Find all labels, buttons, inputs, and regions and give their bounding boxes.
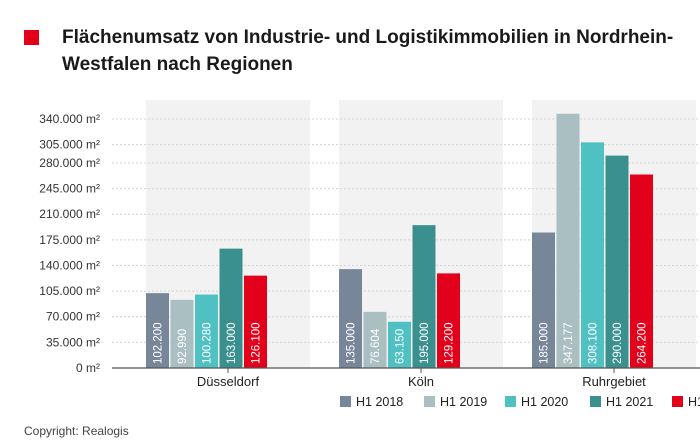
- bar-h1-2018: [532, 232, 555, 368]
- bar-value-label: 195.000: [419, 322, 431, 364]
- chart-area: 0 m² 35.000 m² 70.000 m² 105.000 m² 140.000 …: [0, 100, 700, 420]
- y-tick-label: 340.000 m²: [39, 112, 100, 126]
- legend-swatch: [340, 396, 351, 407]
- bar-value-label: 290.000: [612, 322, 624, 364]
- bar-value-label: 129.200: [444, 322, 456, 364]
- y-tick-label: 0 m²: [76, 361, 100, 375]
- y-tick-label: 70.000 m²: [46, 310, 100, 324]
- bar-value-label: 126.100: [251, 322, 263, 364]
- bar-value-label: 308.100: [588, 322, 600, 364]
- bar-value-label: 347.177: [563, 322, 575, 364]
- bar-h1-2019: [170, 299, 194, 368]
- legend-label: H1 2018: [356, 395, 403, 409]
- legend-swatch: [424, 396, 435, 407]
- x-category-label: Düsseldorf: [197, 374, 260, 389]
- legend-swatch: [590, 396, 601, 407]
- title-marker: [24, 30, 39, 45]
- chart-title: Flächenumsatz von Industrie- und Logisti…: [62, 27, 674, 75]
- bar-value-label: 102.200: [153, 322, 165, 364]
- y-tick-label: 105.000 m²: [39, 284, 100, 298]
- legend-label: H1 2: [688, 395, 700, 409]
- copyright-text: Copyright: Realogis: [24, 424, 129, 438]
- bar-h1-2022: [244, 275, 267, 368]
- y-tick-label: 305.000 m²: [39, 138, 100, 152]
- bar-value-label: 135.000: [346, 322, 358, 364]
- y-tick-label: 35.000 m²: [46, 335, 100, 349]
- legend-label: H1 2021: [606, 395, 653, 409]
- bar-h1-2020: [581, 142, 604, 368]
- bar-value-label: 63.150: [395, 329, 407, 364]
- bar-h1-2020: [195, 294, 218, 368]
- bar-value-label: 92.990: [177, 329, 189, 364]
- y-tick-label: 245.000 m²: [39, 182, 100, 196]
- x-category-label: Ruhrgebiet: [582, 374, 646, 389]
- bar-h1-2022: [630, 174, 653, 368]
- x-category-label: Köln: [408, 374, 434, 389]
- bar-value-label: 264.200: [637, 322, 649, 364]
- y-tick-label: 210.000 m²: [39, 207, 100, 221]
- bar-h1-2018: [339, 269, 362, 368]
- y-tick-label: 280.000 m²: [39, 156, 100, 170]
- bar-h1-2019: [556, 113, 580, 369]
- legend-label: H1 2020: [521, 395, 568, 409]
- bar-h1-2018: [146, 293, 169, 368]
- legend-swatch: [505, 396, 516, 407]
- bar-value-label: 163.000: [226, 322, 238, 364]
- bar-value-label: 76.604: [370, 328, 382, 364]
- bar-chart: 0 m² 35.000 m² 70.000 m² 105.000 m² 140.000 …: [39, 100, 700, 409]
- bar-h1-2021: [219, 248, 243, 368]
- bar-value-label: 100.280: [202, 322, 214, 364]
- legend-swatch: [672, 396, 683, 407]
- y-tick-label: 140.000 m²: [39, 258, 100, 272]
- bar-h1-2019: [363, 311, 387, 368]
- bar-h1-2022: [437, 273, 460, 368]
- bar-h1-2021: [412, 225, 436, 368]
- bar-value-label: 185.000: [539, 322, 551, 364]
- bar-h1-2020: [388, 321, 411, 368]
- bar-h1-2021: [605, 155, 629, 368]
- y-tick-label: 175.000 m²: [39, 233, 100, 247]
- legend-label: H1 2019: [440, 395, 487, 409]
